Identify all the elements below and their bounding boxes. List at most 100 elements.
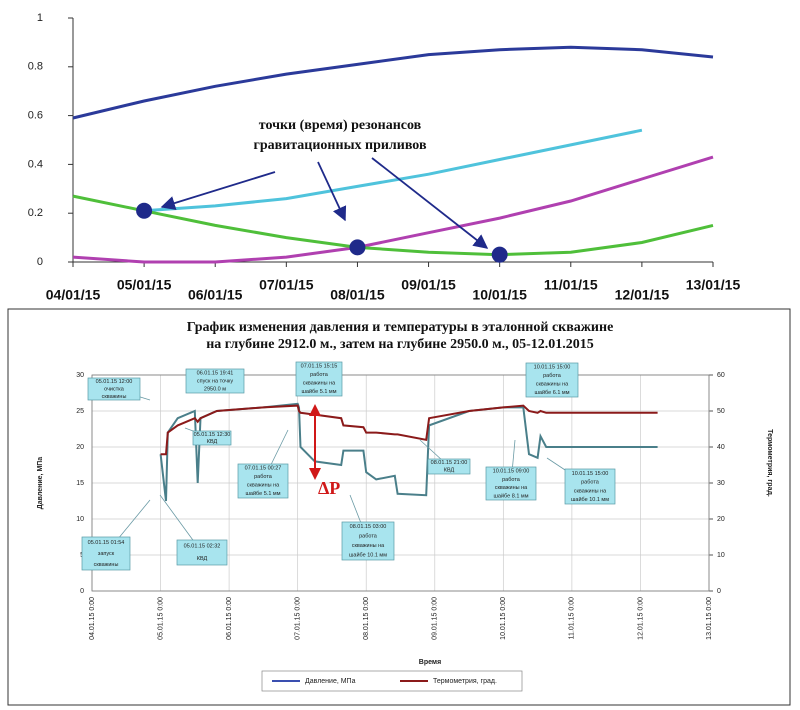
callout-box: [525, 362, 579, 398]
callout-text: работа: [254, 474, 273, 480]
y-tick-label: 10: [76, 516, 84, 523]
callout-text: шайбе 5.1 мм: [246, 490, 281, 497]
callout-box: [295, 361, 343, 397]
x-tick-label: 13/01/15: [686, 277, 741, 293]
x-tick-label: 04.01.15 0:00: [89, 597, 96, 640]
callout-box: [237, 463, 289, 499]
x-tick-label: 10/01/15: [472, 287, 527, 303]
callout-text: скважины на: [574, 488, 607, 494]
callout-text: 08.01.15 21:00: [431, 460, 468, 466]
callout-text: спуск на точку: [197, 378, 233, 384]
x-tick-label: 06.01.15 0:00: [226, 597, 233, 640]
callout-text: скважины на: [247, 483, 280, 489]
x-tick-label: 11.01.15 0:00: [569, 597, 576, 639]
callout-text: работа: [502, 477, 521, 483]
callout-text: КВД: [444, 468, 455, 474]
x-tick-label: 10.01.15 0:00: [500, 597, 507, 640]
callout-text: КВД: [207, 439, 218, 445]
y2-tick-label: 50: [717, 408, 725, 415]
x-tick-label: 13.01.15 0:00: [706, 597, 713, 640]
callout-text: 2950.0 м: [204, 386, 226, 392]
y2-tick-label: 30: [717, 480, 725, 487]
callout-box: [185, 368, 245, 394]
chart-title: График изменения давления и температуры …: [187, 320, 614, 335]
chart-title: на глубине 2912.0 м., затем на глубине 2…: [206, 337, 594, 352]
annotation: гравитационных приливов: [253, 138, 426, 153]
y-tick-label: 20: [76, 444, 84, 451]
callout-text: 10.01.15 15:00: [572, 471, 609, 477]
y2-tick-label: 40: [717, 444, 725, 451]
resonance-point: [136, 202, 153, 219]
y-tick-label: 0.6: [28, 110, 43, 122]
y-tick-label: 0.8: [28, 61, 43, 73]
series-line: [160, 404, 658, 456]
x-tick-label: 07/01/15: [259, 277, 314, 293]
callout-text: работа: [310, 372, 329, 378]
callout-text: работа: [359, 534, 378, 540]
callout-text: 10.01.15 09:00: [493, 469, 530, 475]
callout-text: скважины на: [303, 381, 336, 387]
callout-text: очистка: [104, 386, 125, 392]
callout-text: шайбе 8.1 мм: [494, 492, 529, 499]
callout-text: 07.01.15 00:27: [245, 466, 282, 472]
resonance-point: [491, 246, 508, 263]
callout-text: 05.01.15 02:32: [184, 544, 221, 550]
delta-label: ΔP: [318, 478, 340, 498]
y2-tick-label: 60: [717, 372, 725, 379]
callout-text: 06.01.15 19:41: [197, 370, 234, 376]
callout-text: шайбе 10.1 мм: [349, 552, 387, 559]
y-tick-label: 1: [37, 12, 43, 24]
annotation-arrow: [317, 161, 347, 222]
x-tick-label: 04/01/15: [46, 287, 101, 303]
annotation: точки (время) резонансов: [259, 118, 422, 133]
callout-box: [341, 521, 395, 561]
y2-tick-label: 20: [717, 516, 725, 523]
callout-box: [87, 377, 141, 401]
annotation-arrow: [371, 157, 489, 249]
callout-box: [176, 539, 228, 566]
x-tick-label: 12/01/15: [615, 287, 670, 303]
y-tick-label: 0.4: [28, 158, 43, 170]
y-tick-label: 0: [37, 256, 43, 268]
callout-box: [427, 458, 471, 475]
callout-text: скважины: [102, 394, 127, 400]
legend-box: [261, 670, 523, 692]
x-tick-label: 11/01/15: [544, 277, 598, 293]
y2-tick-label: 10: [717, 552, 725, 559]
legend-label: Термометрия, град.: [433, 678, 497, 685]
callout-text: 08.01.15 03:00: [350, 524, 387, 530]
callout-text: работа: [543, 373, 562, 379]
callout-text: 07.01.15 15:15: [301, 364, 338, 370]
callout-box: [564, 468, 616, 505]
callout-box: [81, 536, 131, 571]
x-tick-label: 05.01.15 0:00: [157, 597, 164, 640]
callout-text: скважины на: [536, 382, 569, 388]
y-tick-label: 30: [76, 372, 84, 379]
callout-box: [192, 430, 232, 446]
y-tick-label: 15: [76, 480, 84, 487]
callout-text: скважины на: [352, 543, 385, 549]
x-tick-label: 08.01.15 0:00: [363, 597, 370, 640]
y-tick-label: 25: [76, 408, 84, 415]
y-tick-label: 0.2: [28, 207, 43, 219]
lower-panel: [7, 308, 791, 706]
x-tick-label: 08/01/15: [330, 287, 385, 303]
callout-text: 10.01.15 15:00: [534, 365, 571, 371]
x-axis-label: Время: [419, 659, 441, 666]
x-tick-label: 07.01.15 0:00: [295, 597, 302, 640]
callout-text: шайбе 10.1 мм: [571, 496, 609, 503]
callout-text: работа: [581, 480, 600, 486]
resonance-point: [349, 239, 366, 256]
x-tick-label: 09/01/15: [401, 277, 456, 293]
callout-text: шайбе 5.1 мм: [302, 388, 337, 395]
x-tick-label: 12.01.15 0:00: [637, 597, 644, 640]
y-axis-label: Давление, МПа: [37, 457, 44, 510]
legend-label: Давление, МПа: [305, 678, 356, 685]
series-line: [72, 155, 714, 264]
series-line: [143, 128, 643, 213]
series-line: [159, 402, 658, 502]
y-tick-label: 0: [80, 588, 84, 595]
callout-text: скважины на: [495, 485, 528, 491]
x-tick-label: 06/01/15: [188, 287, 243, 303]
